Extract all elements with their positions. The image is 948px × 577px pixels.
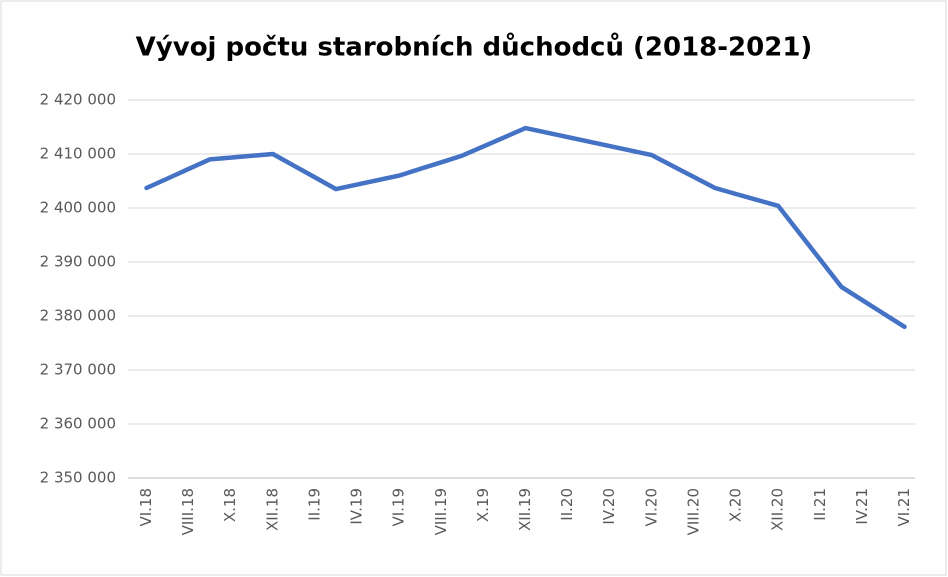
y-tick-label: 2 350 000 bbox=[40, 469, 116, 487]
x-tick-label: X.20 bbox=[727, 488, 745, 522]
x-tick-label: IV.21 bbox=[853, 488, 871, 525]
x-tick-label: VIII.20 bbox=[684, 488, 702, 535]
x-tick-label: II.19 bbox=[305, 488, 323, 521]
x-tick-label: VI.21 bbox=[895, 488, 913, 527]
x-tick-label: VI.20 bbox=[642, 488, 660, 527]
x-tick-label: II.20 bbox=[558, 488, 576, 521]
x-tick-label: VIII.19 bbox=[432, 488, 450, 535]
x-tick-label: IV.20 bbox=[600, 488, 618, 525]
x-tick-label: X.19 bbox=[474, 488, 492, 522]
x-tick-label: XII.18 bbox=[263, 488, 281, 531]
x-tick-label: II.21 bbox=[811, 488, 829, 521]
x-tick-label: XII.20 bbox=[769, 488, 787, 531]
y-tick-label: 2 370 000 bbox=[40, 361, 116, 379]
y-tick-label: 2 360 000 bbox=[40, 415, 116, 433]
y-tick-label: 2 420 000 bbox=[40, 91, 116, 109]
y-tick-label: 2 410 000 bbox=[40, 145, 116, 163]
x-tick-label: VIII.18 bbox=[179, 488, 197, 535]
x-tick-label: IV.19 bbox=[348, 488, 366, 525]
line-series bbox=[144, 125, 907, 330]
x-tick-label: VI.18 bbox=[137, 488, 155, 527]
y-tick-label: 2 380 000 bbox=[40, 307, 116, 325]
y-tick-label: 2 390 000 bbox=[40, 253, 116, 271]
x-tick-label: XII.19 bbox=[516, 488, 534, 531]
y-tick-label: 2 400 000 bbox=[40, 199, 116, 217]
x-tick-label: X.18 bbox=[221, 488, 239, 522]
x-tick-label: VI.19 bbox=[390, 488, 408, 527]
chart-title: Vývoj počtu starobních důchodců (2018-20… bbox=[136, 32, 813, 63]
